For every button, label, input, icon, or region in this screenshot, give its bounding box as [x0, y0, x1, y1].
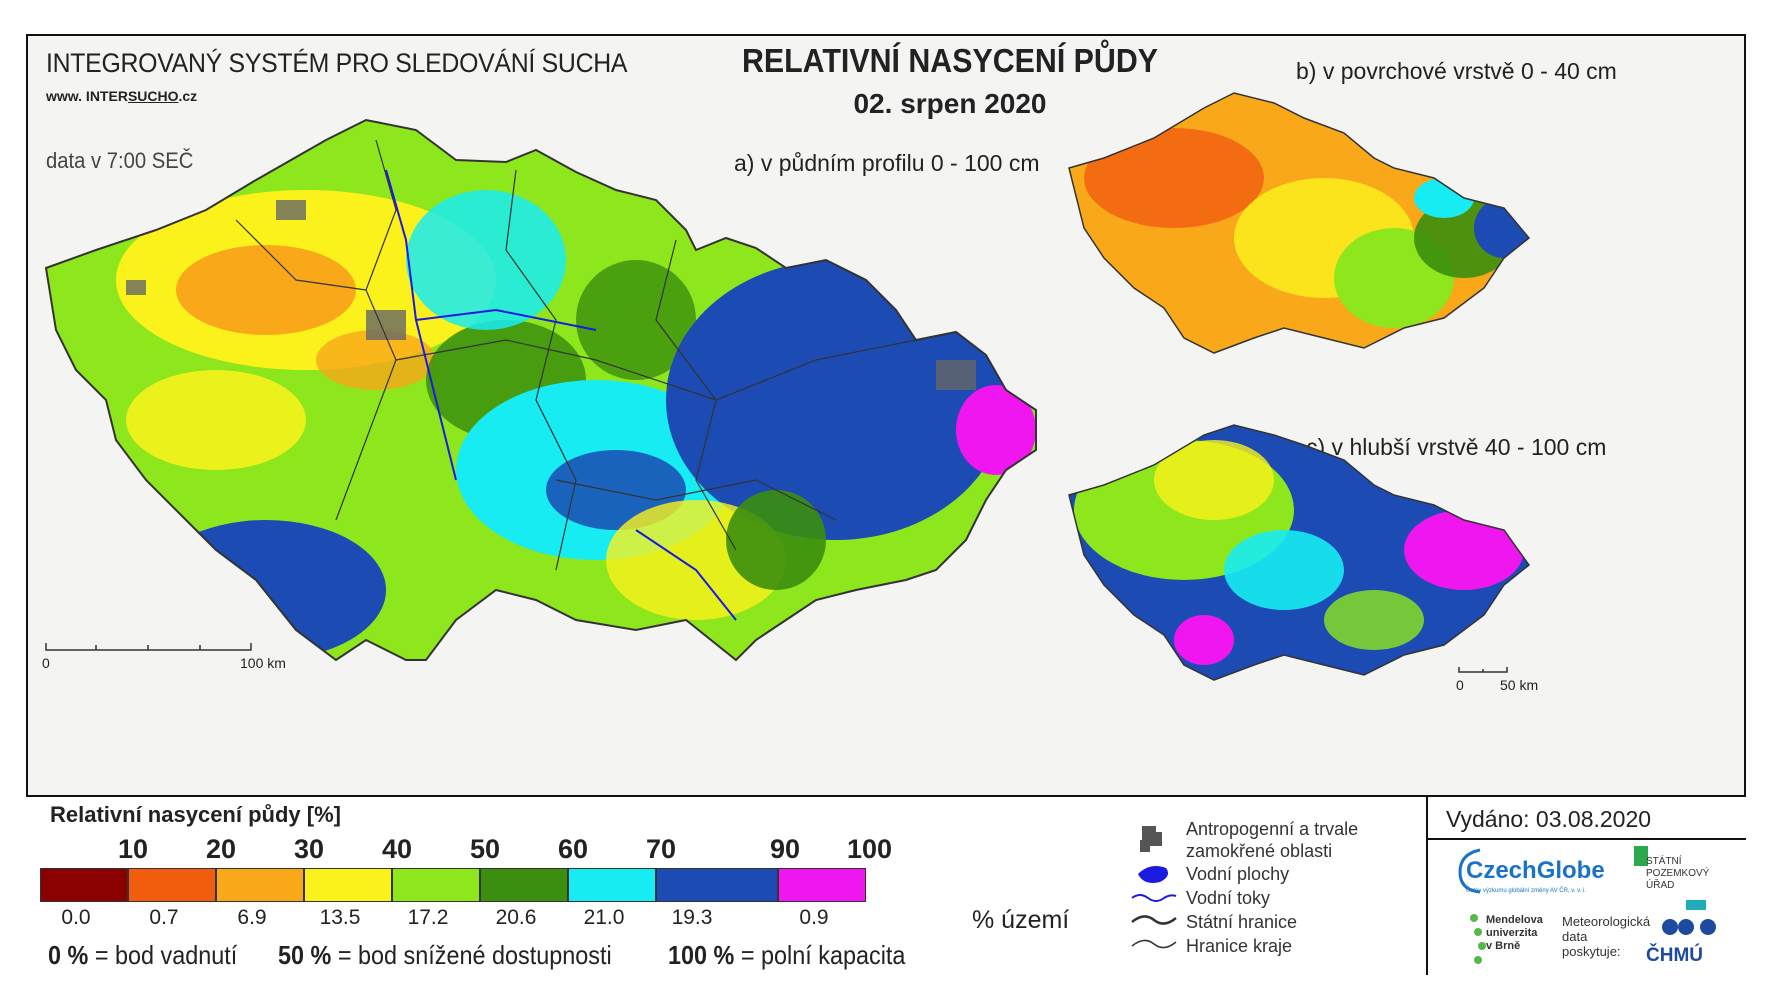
legend-share-value: 0.9 — [799, 906, 829, 929]
data-time: data v 7:00 SEČ — [46, 148, 194, 173]
map-a-label: a) v půdním profilu 0 - 100 cm — [734, 150, 1040, 176]
legend-swatch — [392, 868, 480, 902]
scale-small-end: 50 km — [1500, 677, 1539, 693]
map-c-deep-40-100 — [1068, 424, 1531, 681]
legend-title: Relativní nasycení půdy [%] — [50, 802, 341, 827]
region-border-label: Hranice kraje — [1186, 936, 1293, 956]
definition-50: 50 % = bod snížené dostupnosti — [278, 940, 612, 970]
legend-share-value: 0.7 — [149, 906, 179, 929]
map-c-label: c) v hlubší vrstvě 40 - 100 cm — [1306, 434, 1607, 460]
scale-small-start: 0 — [1456, 677, 1464, 693]
legend-share-value: 19.3 — [671, 906, 713, 929]
spu-accent-icon — [1686, 900, 1706, 910]
rivers-label: Vodní toky — [1186, 888, 1271, 908]
legend-tick: 100 — [846, 834, 892, 864]
legend-swatch — [656, 868, 778, 902]
legend-tick: 70 — [645, 834, 676, 864]
scale-main-end: 100 km — [240, 655, 286, 671]
czechglobe-subtitle: Ústav výzkumu globální změny AV ČR, v. v… — [1466, 888, 1587, 894]
legend-tick: 10 — [117, 834, 148, 864]
definition-100: 100 % = polní kapacita — [668, 940, 906, 970]
state-border-icon — [1131, 915, 1177, 925]
system-name: INTEGROVANÝ SYSTÉM PRO SLEDOVÁNÍ SUCHA — [46, 48, 628, 78]
scale-bar-small — [1458, 667, 1508, 673]
map-a-profile-0-100 — [44, 118, 1037, 662]
legend-tick: 90 — [769, 834, 800, 864]
divider — [1426, 795, 1428, 975]
legend-share-value: 21.0 — [583, 906, 625, 929]
region-border-icon — [1131, 939, 1177, 949]
state-border-label: Státní hranice — [1186, 912, 1298, 932]
water-body-icon — [1138, 866, 1168, 883]
legend-share-value: 20.6 — [495, 906, 537, 929]
water-bodies-label: Vodní plochy — [1186, 864, 1290, 884]
page-title: RELATIVNÍ NASYCENÍ PŮDY — [741, 42, 1159, 79]
legend-share-value: 6.9 — [237, 906, 267, 929]
legend-swatch — [40, 868, 128, 902]
meteo-data-provider: Meteorologická data poskytuje: — [1562, 914, 1651, 959]
river-icon — [1131, 894, 1177, 902]
legend-swatch — [216, 868, 304, 902]
legend-share-value: 17.2 — [407, 906, 449, 929]
website-link[interactable]: www. INTERSUCHO.cz — [46, 88, 198, 104]
chmu-logo: ČHMÚ — [1646, 945, 1703, 966]
czechglobe-logo-icon — [1458, 848, 1481, 894]
chmu-logo-icon — [1662, 919, 1716, 935]
divider — [1426, 838, 1746, 840]
legend-swatch — [568, 868, 656, 902]
legend-tick: 30 — [293, 834, 324, 864]
share-unit: % území — [972, 906, 1070, 934]
map-b-label: b) v povrchové vrstvě 0 - 40 cm — [1296, 58, 1617, 84]
anthropogenic-label: Antropogenní a trvale zamokřené oblasti — [1186, 819, 1359, 861]
spu-logo: STÁTNÍ POZEMKOVÝ ÚŘAD — [1646, 856, 1710, 891]
legend-swatch — [128, 868, 216, 902]
legend-share-value: 13.5 — [319, 906, 361, 929]
map-date: 02. srpen 2020 — [853, 88, 1047, 119]
legend-tick: 50 — [469, 834, 500, 864]
czechglobe-logo: CzechGlobe — [1466, 857, 1605, 884]
legend-swatch — [304, 868, 392, 902]
legend-share-value: 0.0 — [61, 906, 91, 929]
symbol-legend-icons — [1131, 826, 1177, 949]
scale-bar-main — [45, 643, 252, 651]
anthropogenic-icon — [1140, 826, 1162, 852]
legend-tick: 40 — [381, 834, 412, 864]
scale-main-start: 0 — [42, 655, 50, 671]
legend-swatch — [480, 868, 568, 902]
mendelu-logo-icon — [1470, 914, 1486, 964]
definition-0: 0 % = bod vadnutí — [48, 940, 238, 970]
map-b-surface-0-40 — [1068, 92, 1531, 354]
legend-tick: 60 — [557, 834, 588, 864]
legend-tick: 20 — [205, 834, 236, 864]
spu-logo-icon — [1634, 846, 1648, 866]
legend-swatch — [778, 868, 866, 902]
mendelu-logo: Mendelova univerzita v Brně — [1486, 914, 1543, 952]
issued-date: Vydáno: 03.08.2020 — [1446, 806, 1652, 832]
